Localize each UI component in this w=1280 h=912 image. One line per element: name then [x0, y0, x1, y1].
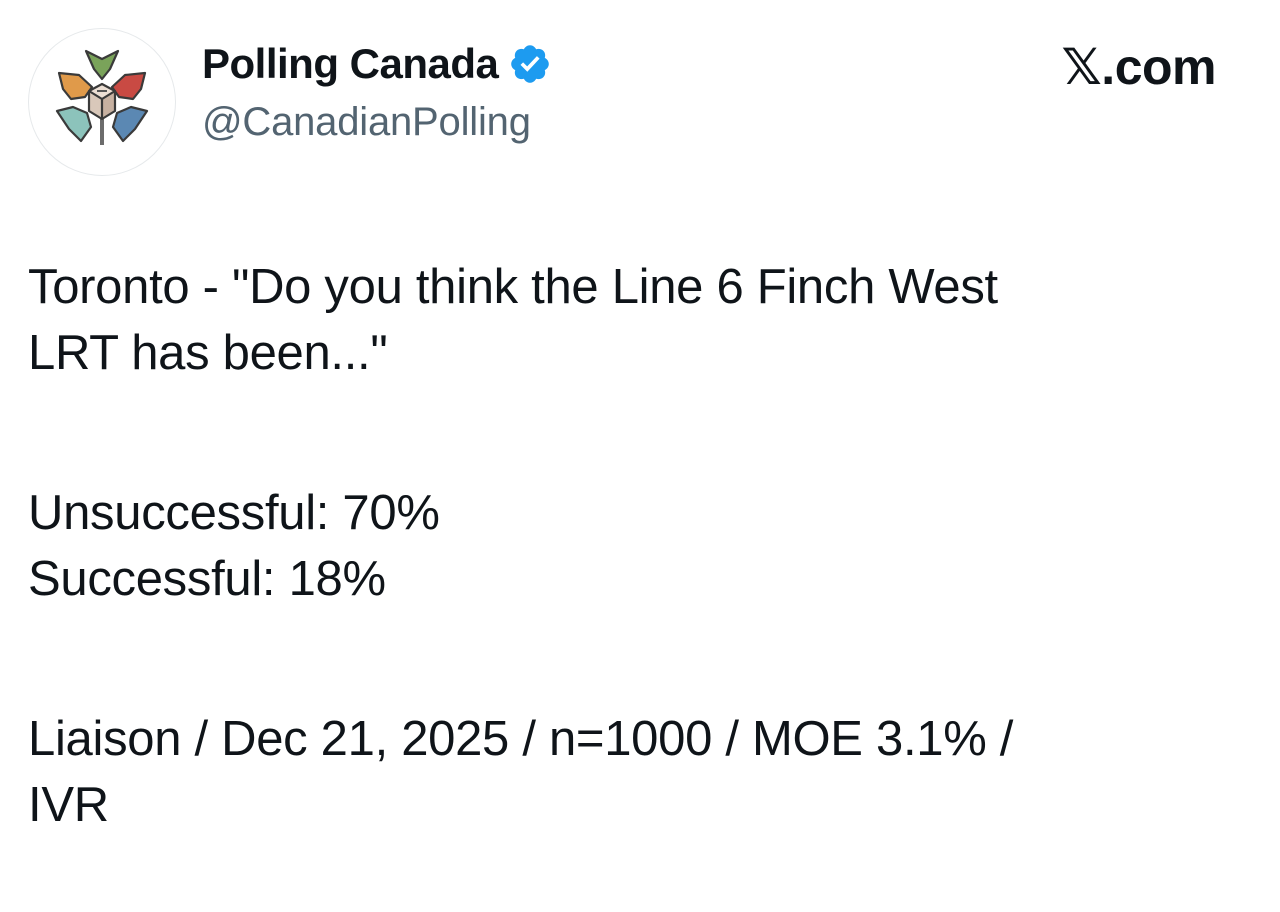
question-line-2: LRT has been..." — [28, 326, 388, 380]
methodology-line-2: IVR — [28, 778, 109, 832]
display-name[interactable]: Polling Canada — [202, 40, 499, 87]
result-successful: Successful: 18% — [28, 552, 386, 606]
name-row: Polling Canada — [202, 38, 552, 90]
question-line-1: Toronto - "Do you think the Line 6 Finch… — [28, 260, 998, 314]
handle[interactable]: @CanadianPolling — [202, 100, 531, 144]
tweet-author: Polling Canada @CanadianPolling — [202, 38, 552, 145]
polling-canada-logo-icon — [55, 49, 149, 145]
x-logo-icon: 𝕏.com — [1061, 39, 1217, 95]
avatar[interactable] — [28, 28, 176, 176]
methodology-line-1: Liaison / Dec 21, 2025 / n=1000 / MOE 3.… — [28, 712, 1014, 766]
tweet-body: Toronto - "Do you think the Line 6 Finch… — [28, 254, 1238, 838]
verified-badge-icon — [508, 42, 552, 86]
result-unsuccessful: Unsuccessful: 70% — [28, 486, 440, 540]
